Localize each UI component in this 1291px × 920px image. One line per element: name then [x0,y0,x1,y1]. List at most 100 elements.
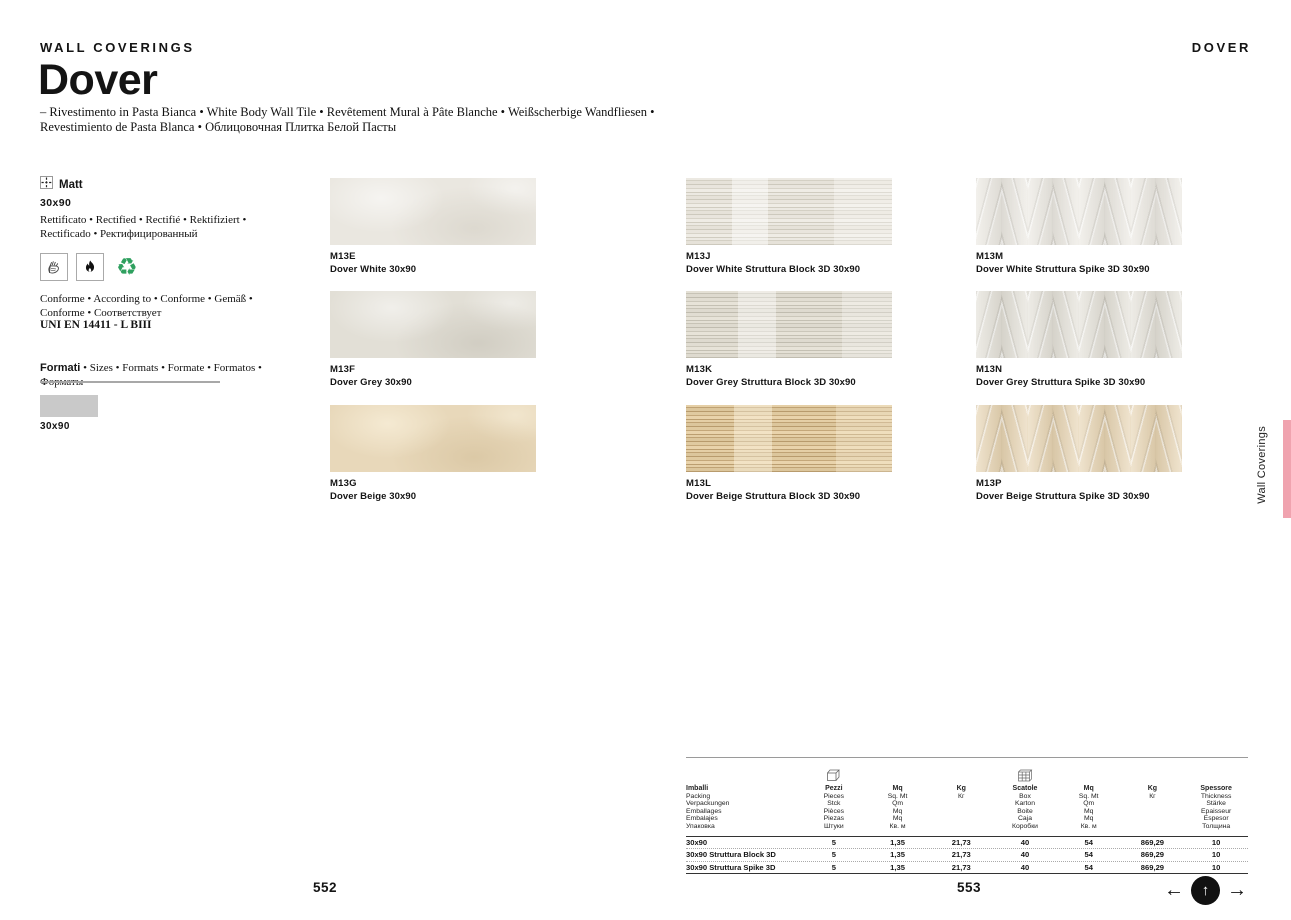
series-subtitle: – Rivestimento in Pasta Bianca • White B… [40,105,654,134]
product-name: Dover Beige 30x90 [330,491,417,502]
row-value: 40 [1020,837,1030,847]
rectified-line1: Rettificato • Rectified • Rectifié • Rek… [40,214,247,226]
corner-series-label: DOVER [1191,40,1251,55]
product-card-m13f: M13F Dover Grey 30x90 [330,291,536,388]
page-number-right: 553 [957,880,982,895]
standard-reference: UNI EN 14411 - L BIII [40,319,152,331]
row-value: 21,73 [951,863,971,873]
product-code: M13N [976,364,1003,375]
next-page-arrow-icon[interactable]: → [1227,879,1247,901]
row-value: 54 [1084,863,1093,873]
product-tile-image [686,178,892,245]
matt-icon [40,176,53,194]
product-name: Dover Beige Struttura Block 3D 30x90 [686,491,861,502]
row-value: 869,29 [1140,850,1165,860]
col-header-kg-box: Kg Кг [956,785,966,800]
product-tile-image [686,291,892,358]
finish-size: 30x90 [40,197,72,209]
product-code: M13J [686,251,711,262]
page-title: Dover [38,56,158,104]
box-icon [802,769,866,782]
col-header-sqm-box: Mq Sq. Mt Qm Mq Mq Кв. м [887,785,908,830]
product-tile-image [330,405,536,472]
row-value: 1,35 [890,837,905,847]
series-subtitle-line2: Revestimiento de Pasta Blanca • Облицово… [40,119,397,134]
product-card-m13m: M13M Dover White Struttura Spike 3D 30x9… [976,178,1182,275]
product-card-m13k: M13K Dover Grey Struttura Block 3D 30x90 [686,291,892,388]
product-card-m13p: M13P Dover Beige Struttura Spike 3D 30x9… [976,405,1182,502]
row-value: 5 [831,850,836,860]
product-name: Dover Grey Struttura Block 3D 30x90 [686,377,856,388]
glove-icon [40,253,68,281]
product-tile-image [976,178,1182,245]
col-header-pieces: Pezzi Pieces Stck Pièces Piezas Штуки [823,785,845,830]
product-code: M13G [330,478,357,489]
table-row: 30x90 Struttura Block 3D 5 1,35 21,73 40… [686,849,1248,862]
formats-heading: Formati • Sizes • Formats • Formate • Fo… [40,361,292,389]
row-value: 10 [1211,863,1221,873]
conformity-line2: Conforme • Соответствует [40,306,162,319]
col-header-boxes: Scatole Box Karton Boite Caja Коробки [1012,785,1038,830]
product-tile-image [330,291,536,358]
product-card-m13j: M13J Dover White Struttura Block 3D 30x9… [686,178,892,275]
product-card-m13e: M13E Dover White 30x90 [330,178,536,275]
formats-label: Formati [40,362,81,374]
row-label: 30x90 Struttura Spike 3D [686,863,776,873]
row-value: 54 [1084,837,1093,847]
row-value: 10 [1211,837,1221,847]
row-label: 30x90 [686,837,708,847]
format-swatch-label: 30x90 [40,421,70,432]
row-value: 869,29 [1140,837,1165,847]
side-tab-color-bar [1283,420,1291,518]
product-code: M13E [330,251,356,262]
recyclable-icon: ♻ [116,253,138,281]
product-code: M13L [686,478,712,489]
row-value: 5 [831,837,836,847]
packing-table: Imballi Packing Verpackungen Emballages Emba… [686,757,1248,875]
conformity-line1: Conforme • According to • Conforme • Gem… [40,293,253,305]
product-card-m13n: M13N Dover Grey Struttura Spike 3D 30x90 [976,291,1182,388]
row-value: 10 [1211,850,1221,860]
row-value: 40 [1020,863,1030,873]
prev-page-arrow-icon[interactable]: ← [1164,879,1184,901]
row-value: 21,73 [951,850,971,860]
product-name: Dover Grey Struttura Spike 3D 30x90 [976,377,1146,388]
pallet-icon [993,769,1057,782]
col-header-kg-pallet: Kg Кг [1147,785,1158,800]
side-tab-wall-coverings[interactable]: Wall Coverings [1256,426,1268,504]
product-code: M13P [976,478,1002,489]
col-header-sqm-pallet: Mq Sq. Mt Qm Mq Mq Кв. м [1078,785,1099,830]
row-value: 5 [831,863,836,873]
product-name: Dover White Struttura Spike 3D 30x90 [976,264,1150,275]
product-tile-image [976,291,1182,358]
formats-translations: • Sizes • Formats • Formate • Formatos •… [40,362,262,388]
packing-table-header: Imballi Packing Verpackungen Emballages Emba… [686,782,1248,837]
product-tile-image [686,405,892,472]
finish-label: Matt [59,179,83,191]
product-name: Dover Beige Struttura Spike 3D 30x90 [976,491,1150,502]
section-heading: WALL COVERINGS [40,40,195,55]
formats-divider [40,381,220,383]
finish-spec: Matt 30x90 [40,176,83,209]
scroll-to-top-button[interactable]: ↑ [1191,876,1220,905]
rectified-line2: Rectificado • Ректифицированный [40,227,198,240]
product-code: M13K [686,364,713,375]
col-header-thickness: Spessore Thickness Stärke Epaisseur Espesor Т… [1200,785,1232,830]
row-value: 869,29 [1140,863,1165,873]
conformity-note: Conforme • According to • Conforme • Gem… [40,293,253,320]
row-value: 54 [1084,850,1093,860]
product-code: M13F [330,364,356,375]
col-header-packing: Imballi Packing Verpackungen Emballages Emba… [686,785,730,830]
table-row: 30x90 Struttura Spike 3D 5 1,35 21,73 40… [686,862,1248,875]
series-subtitle-line1: – Rivestimento in Pasta Bianca • White B… [40,105,655,119]
up-arrow-icon: ↑ [1201,882,1210,899]
row-value: 1,35 [890,850,905,860]
row-value: 1,35 [890,863,905,873]
row-label: 30x90 Struttura Block 3D [686,850,776,860]
row-value: 40 [1020,850,1030,860]
page-number-left: 552 [313,880,338,895]
rectified-note: Rettificato • Rectified • Rectifié • Rek… [40,214,246,241]
product-card-m13l: M13L Dover Beige Struttura Block 3D 30x9… [686,405,892,502]
product-name: Dover White 30x90 [330,264,417,275]
product-tile-image [976,405,1182,472]
